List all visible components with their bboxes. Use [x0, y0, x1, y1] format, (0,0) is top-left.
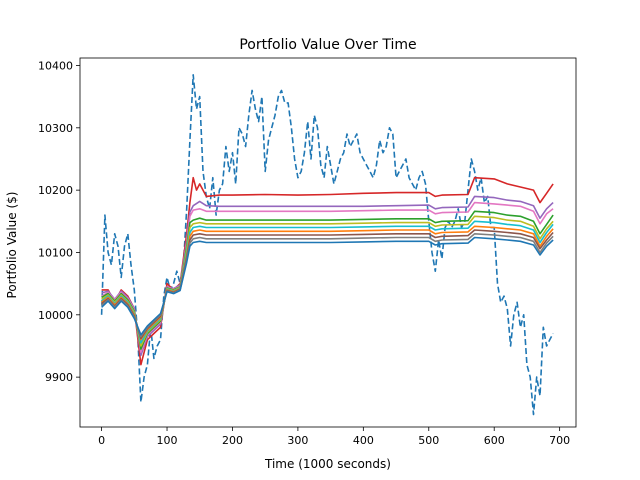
x-tick-label: 200	[222, 434, 243, 447]
series-line-1	[100, 74, 554, 416]
y-tick-label: 10400	[38, 59, 73, 72]
chart-title: Portfolio Value Over Time	[239, 37, 416, 53]
series-line-5	[101, 210, 554, 350]
series-layer	[100, 74, 554, 416]
y-axis-ticks: 9900 10000 10100 10200 10300 10400	[38, 59, 80, 384]
series-line-10	[101, 233, 554, 338]
y-tick-label: 10200	[38, 184, 73, 197]
series-line-11	[101, 236, 554, 336]
x-tick-label: 400	[353, 434, 374, 447]
series-line-8	[101, 225, 554, 341]
y-tick-label: 10100	[38, 246, 73, 259]
x-axis-label: Time (1000 seconds)	[264, 457, 391, 471]
x-axis-ticks: 0 100 200 300 400 500 600 700	[98, 427, 570, 447]
series-line-4	[101, 201, 554, 353]
x-tick-label: 700	[549, 434, 570, 447]
series-line-9	[101, 229, 554, 340]
x-tick-label: 500	[418, 434, 439, 447]
x-tick-label: 300	[287, 434, 308, 447]
series-line-7	[101, 220, 554, 344]
y-axis-label: Portfolio Value ($)	[5, 192, 19, 299]
series-line-6	[101, 215, 554, 347]
x-tick-label: 0	[98, 434, 105, 447]
series-line-2	[101, 176, 554, 366]
y-tick-label: 10300	[38, 122, 73, 135]
y-tick-label: 9900	[45, 371, 73, 384]
y-tick-label: 10000	[38, 309, 73, 322]
series-line-3	[101, 195, 554, 357]
x-tick-label: 600	[484, 434, 505, 447]
x-tick-label: 100	[157, 434, 178, 447]
plot-frame	[79, 57, 577, 428]
